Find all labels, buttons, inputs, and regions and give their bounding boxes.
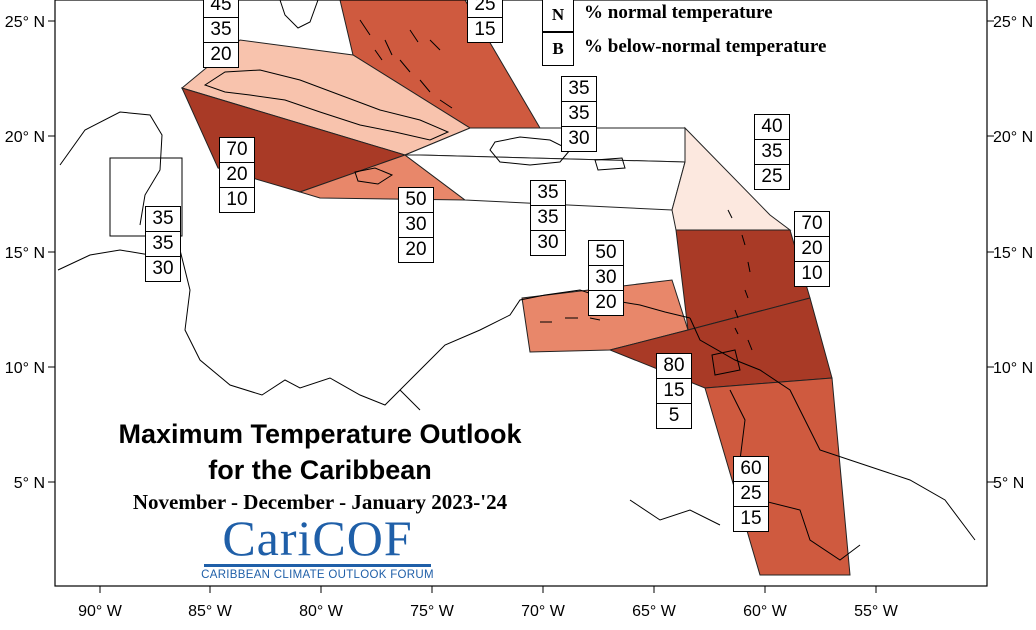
prob-above: 40 [761, 116, 783, 137]
prob-box-jamaica: 50 30 20 [398, 187, 434, 263]
lesser-antilles [727, 209, 753, 351]
legend-key-below: B [542, 32, 574, 66]
prob-below: 20 [589, 290, 623, 315]
prob-box-hispaniola-north: 35 35 30 [561, 76, 597, 152]
prob-box-belize: 35 35 30 [145, 206, 181, 282]
map-title-line1: Maximum Temperature Outlook [118, 419, 522, 449]
lon-tick-label: 80° W [299, 603, 344, 620]
lon-tick-label: 60° W [743, 603, 788, 620]
prob-below: 20 [204, 42, 238, 67]
prob-above: 45 [210, 0, 232, 15]
prob-box-leeward-islands: 40 35 25 [754, 114, 790, 190]
yucatan-coast [59, 111, 163, 226]
prob-below: 15 [734, 506, 768, 531]
hispaniola-coast [489, 136, 571, 166]
map-subtitle: November - December - January 2023-'24 [132, 490, 508, 514]
prob-normal: 20 [220, 162, 254, 187]
prob-normal: 35 [562, 101, 596, 126]
venezuela-border [629, 499, 721, 526]
logo-wordmark: CariCOF [200, 512, 435, 564]
prob-box-guianas: 60 25 15 [733, 456, 769, 532]
lon-tick-label: 75° W [410, 603, 455, 620]
venezuela-coast [689, 317, 976, 541]
caricof-logo: CariCOF CARIBBEAN CLIMATE OUTLOOK FORUM [200, 512, 435, 581]
prob-normal: 25 [474, 0, 496, 15]
region-guianas [704, 377, 851, 576]
bahamas-islands [359, 19, 453, 109]
prob-normal: 35 [204, 17, 238, 42]
prob-normal: 20 [795, 236, 829, 261]
latitude-axis-right: 25° N 20° N 15° N 10° N 5° N [987, 14, 1033, 492]
prob-box-windward-islands: 70 20 10 [794, 211, 830, 287]
logo-tagline: CARIBBEAN CLIMATE OUTLOOK FORUM [201, 569, 434, 581]
lon-tick-label: 85° W [188, 603, 233, 620]
prob-above: 50 [595, 242, 617, 263]
lat-tick-label-left: 5° N [14, 475, 45, 492]
lat-tick-label-right: 10° N [993, 360, 1033, 377]
prob-normal: 25 [734, 481, 768, 506]
lat-tick-label-left: 10° N [5, 360, 45, 377]
prob-below: 15 [468, 17, 502, 42]
prob-normal: 30 [589, 265, 623, 290]
map-title-line2: for the Caribbean [208, 455, 432, 485]
lat-tick-label-left: 25° N [5, 14, 45, 31]
prob-above: 35 [152, 208, 174, 229]
prob-box-trinidad-tobago: 80 15 5 [656, 353, 692, 429]
prob-above: 70 [801, 213, 823, 234]
logo-underline [204, 564, 431, 567]
lat-tick-label-right: 15° N [993, 245, 1033, 262]
legend-label-below: % below-normal temperature [584, 36, 827, 57]
abc-islands-coast [540, 317, 601, 323]
logo-name-part1: Cari [222, 510, 313, 566]
prob-below: 5 [657, 403, 691, 428]
prob-normal: 15 [657, 378, 691, 403]
latitude-axis-left: 25° N 20° N 15° N 10° N 5° N [5, 14, 55, 492]
prob-normal: 35 [531, 205, 565, 230]
lon-tick-label: 55° W [854, 603, 899, 620]
lon-tick-label: 65° W [632, 603, 677, 620]
prob-below: 30 [562, 126, 596, 151]
cuba-coast [203, 69, 450, 141]
prob-above: 35 [537, 182, 559, 203]
prob-above: 35 [568, 78, 590, 99]
logo-name-part2: COF [312, 510, 413, 566]
lat-tick-label-left: 20° N [5, 129, 45, 146]
jamaica-coast [354, 167, 394, 185]
prob-box-cuba: 45 35 20 [203, 0, 239, 68]
map-frame [54, 0, 988, 587]
lat-tick-label-right: 5° N [993, 475, 1024, 492]
lon-tick-label: 70° W [521, 603, 566, 620]
prob-above: 80 [663, 355, 685, 376]
lat-tick-label-left: 15° N [5, 245, 45, 262]
prob-box-hispaniola-south: 35 35 30 [530, 180, 566, 256]
prob-below: 25 [755, 164, 789, 189]
lat-tick-label-right: 25° N [993, 14, 1033, 31]
lon-tick-label: 90° W [78, 603, 123, 620]
prob-box-abc-islands: 50 30 20 [588, 240, 624, 316]
longitude-axis: 90° W 85° W 80° W 75° W 70° W 65° W 60° W 55° W [78, 586, 899, 620]
prob-above: 60 [740, 458, 762, 479]
prob-box-bahamas: 25 15 [467, 0, 503, 43]
legend-label-normal: % normal temperature [584, 2, 773, 23]
prob-above: 50 [405, 189, 427, 210]
trinidad-coast [711, 349, 741, 376]
puerto-rico-coast [594, 157, 626, 171]
legend-key-normal: N [542, 0, 574, 32]
prob-above: 70 [226, 139, 248, 160]
prob-below: 10 [220, 187, 254, 212]
prob-below: 20 [399, 237, 433, 262]
florida-coast [279, 0, 319, 29]
prob-normal: 30 [399, 212, 433, 237]
prob-normal: 35 [755, 139, 789, 164]
prob-box-cayman-jamaica-west: 70 20 10 [219, 137, 255, 213]
prob-below: 10 [795, 261, 829, 286]
lat-tick-label-right: 20° N [993, 129, 1033, 146]
colombia-coast [399, 389, 421, 411]
guiana-border [729, 389, 861, 561]
prob-below: 30 [146, 256, 180, 281]
prob-below: 30 [531, 230, 565, 255]
prob-normal: 35 [146, 231, 180, 256]
